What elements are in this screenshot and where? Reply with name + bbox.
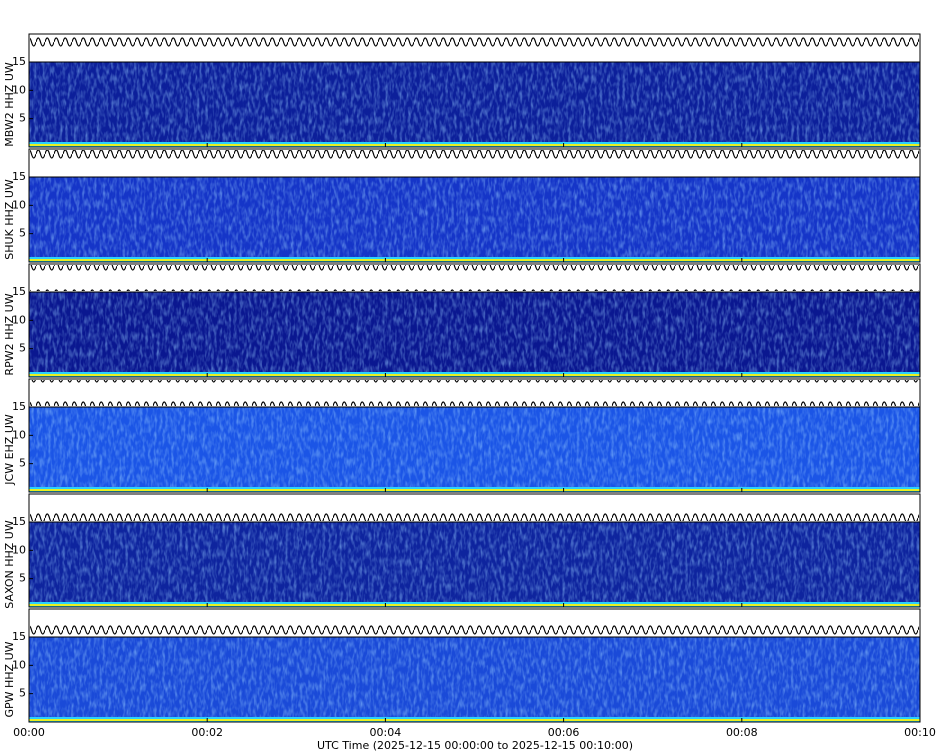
x-tick-label: 00:04 [370, 726, 402, 739]
low-frequency-band-core [29, 144, 920, 146]
y-tick-label: 10 [12, 313, 26, 326]
spectrogram-texture [29, 177, 920, 262]
y-tick-label: 15 [12, 400, 26, 413]
panel-label: RPW2 HHZ UW [3, 293, 16, 375]
spectrogram-texture [29, 62, 920, 147]
y-tick-label: 15 [12, 55, 26, 68]
y-tick-label: 5 [19, 457, 26, 470]
panel-label: GPW HHZ UW [3, 641, 16, 717]
panel-label: SHUK HHZ UW [3, 179, 16, 260]
spectrogram-texture [29, 292, 920, 377]
low-frequency-band-core [29, 489, 920, 491]
spectrogram-frame [28, 521, 921, 608]
y-tick-label: 10 [12, 83, 26, 96]
spectrogram-frame [28, 636, 921, 723]
low-frequency-band-core [29, 259, 920, 261]
y-tick-label: 15 [12, 285, 26, 298]
y-tick-label: 10 [12, 658, 26, 671]
y-tick-label: 5 [19, 572, 26, 585]
waveform [30, 265, 919, 291]
panel-label: MBW2 HHZ UW [3, 62, 16, 147]
spectrogram-texture [29, 637, 920, 722]
y-tick-label: 5 [19, 112, 26, 125]
x-tick-label: 00:08 [726, 726, 758, 739]
waveform [30, 495, 919, 521]
y-tick-label: 10 [12, 428, 26, 441]
spectrogram-texture [29, 522, 920, 607]
spectrogram-frame [28, 291, 921, 378]
waveform [30, 380, 919, 406]
x-tick-label: 00:10 [904, 726, 936, 739]
y-tick-label: 5 [19, 687, 26, 700]
waveform [30, 35, 919, 61]
y-tick-label: 15 [12, 170, 26, 183]
waveform [30, 610, 919, 636]
x-axis-label: UTC Time (2025-12-15 00:00:00 to 2025-12… [317, 739, 633, 752]
spectrogram-frame [28, 61, 921, 148]
spectrogram-frame [28, 406, 921, 493]
low-frequency-band-core [29, 719, 920, 721]
spectrogram-frame [28, 176, 921, 263]
y-tick-label: 5 [19, 227, 26, 240]
y-tick-label: 15 [12, 515, 26, 528]
panel-label: JCW EHZ UW [3, 414, 16, 486]
x-tick-label: 00:00 [13, 726, 45, 739]
panel-label: SAXON HHZ UW [3, 520, 16, 609]
waveform [30, 150, 919, 176]
y-tick-label: 10 [12, 543, 26, 556]
y-tick-label: 10 [12, 198, 26, 211]
x-tick-label: 00:06 [548, 726, 580, 739]
low-frequency-band-core [29, 374, 920, 376]
y-tick-label: 5 [19, 342, 26, 355]
x-tick-label: 00:02 [191, 726, 223, 739]
spectrogram-texture [29, 407, 920, 492]
low-frequency-band-core [29, 604, 920, 606]
y-tick-label: 15 [12, 630, 26, 643]
